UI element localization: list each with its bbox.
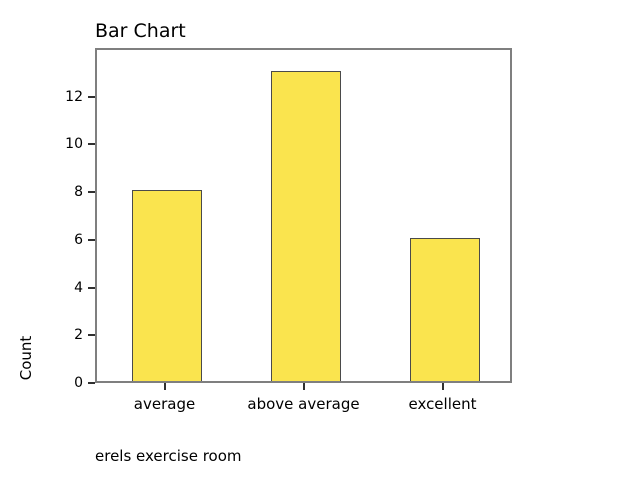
y-tick-label: 8 [74,184,83,201]
x-tick-mark [163,383,166,390]
y-axis-label: Count [17,335,35,381]
plot-area [95,48,512,383]
x-tick-label: average [133,395,196,413]
y-tick-mark [88,286,95,289]
y-tick-label: 6 [74,231,83,248]
x-axis-caption: erels exercise room [95,447,242,465]
bar-excellent [409,237,480,381]
bar-above-average [270,70,341,381]
y-tick-mark [88,95,95,98]
y-tick-label: 2 [74,327,83,344]
y-tick-mark [88,191,95,194]
y-tick-mark [88,143,95,146]
y-tick-label: 12 [65,88,83,105]
bar-average [131,190,202,381]
y-tick-label: 10 [65,136,83,153]
x-tick-mark [302,383,305,390]
x-tick-mark [441,383,444,390]
x-tick-label: excellent [408,395,477,413]
y-tick-mark [88,238,95,241]
y-tick-mark [88,382,95,384]
y-tick-mark [88,334,95,337]
x-tick-label: above average [247,395,360,413]
y-tick-label: 0 [74,375,83,391]
y-tick-label: 4 [74,279,83,296]
chart-title: Bar Chart [95,20,186,42]
